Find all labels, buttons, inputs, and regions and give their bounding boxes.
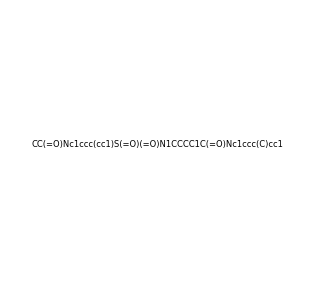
Text: CC(=O)Nc1ccc(cc1)S(=O)(=O)N1CCCC1C(=O)Nc1ccc(C)cc1: CC(=O)Nc1ccc(cc1)S(=O)(=O)N1CCCC1C(=O)Nc… — [31, 140, 283, 150]
